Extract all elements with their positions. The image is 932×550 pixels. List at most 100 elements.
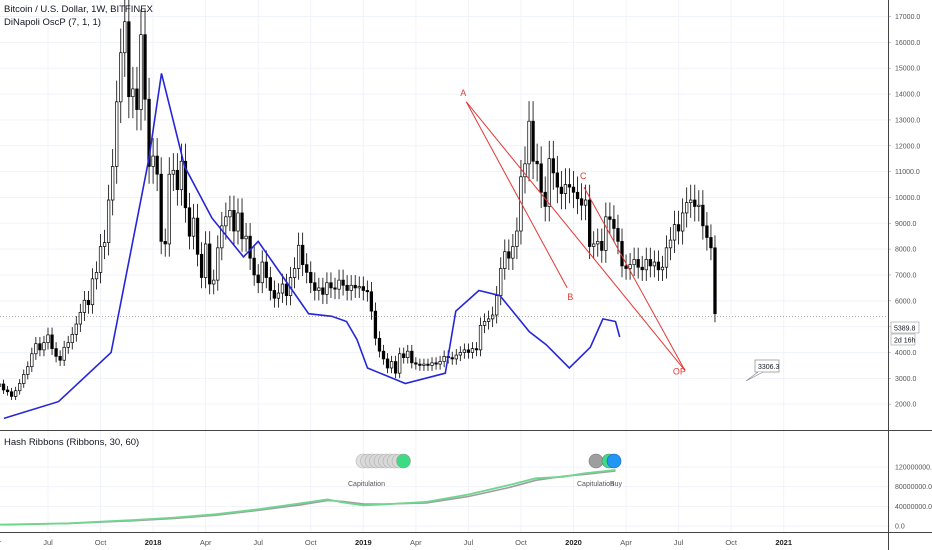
candle-body (329, 282, 333, 289)
candle-body (228, 210, 232, 218)
candle-body (596, 241, 600, 245)
candle-body (357, 286, 361, 289)
candle-body (9, 391, 14, 397)
candle-body (42, 342, 46, 351)
candle-body (575, 191, 580, 200)
candle-body (22, 374, 26, 384)
candle-body (98, 246, 103, 273)
candle-body (26, 366, 30, 375)
x-tick-label: Apr (0, 538, 2, 547)
candle-body (693, 199, 697, 207)
candle-body (296, 244, 301, 269)
candle-body (305, 264, 309, 273)
candle-body (208, 243, 212, 285)
candle-body (491, 314, 495, 320)
candle-body (252, 257, 256, 276)
candle-body (402, 353, 406, 358)
candle-body (454, 354, 458, 360)
candle-body (470, 348, 475, 353)
candle-body (410, 350, 414, 364)
capitulation-dot (588, 453, 604, 469)
candle-body (337, 279, 341, 290)
candle-body (567, 184, 572, 188)
y-tick-label: 0.0 (895, 524, 905, 531)
x-tick-label: Oct (515, 538, 528, 547)
y-tick-label: 14000.0 (895, 92, 920, 99)
y-tick-label: 7000.0 (895, 272, 917, 279)
candle-body (119, 52, 123, 103)
candle-body (167, 173, 171, 245)
candle-body (592, 243, 596, 247)
candle-body (127, 21, 131, 98)
pattern-label-op: OP (673, 366, 686, 376)
candle-body (123, 21, 127, 54)
candle-body (442, 356, 446, 362)
y-tick-label: 12000.0 (895, 143, 920, 150)
candle-body (511, 246, 515, 259)
candle-body (515, 230, 519, 247)
candlestick-series[interactable] (0, 0, 717, 429)
x-tick-label: Oct (725, 538, 738, 547)
x-tick-label: Apr (620, 538, 632, 547)
y-tick-label: 80000000.0 (895, 484, 932, 491)
lower-pane-title: Hash Ribbons (Ribbons, 30, 60) (4, 437, 140, 448)
candle-body (353, 284, 357, 289)
candle-body (30, 353, 34, 368)
candle-body (159, 173, 163, 242)
candle-body (632, 259, 636, 265)
candle-body (434, 362, 438, 365)
candle-body (482, 321, 487, 326)
candle-body (94, 272, 99, 280)
candle-body (478, 324, 483, 351)
candle-body (373, 310, 378, 339)
candle-body (426, 363, 430, 366)
candle-body (38, 343, 42, 351)
y-tick-label: 8000.0 (895, 247, 917, 254)
candle-body (608, 216, 612, 220)
candle-body (438, 361, 442, 365)
candle-body (280, 283, 285, 294)
candle-body (628, 264, 632, 269)
candle-body (559, 186, 564, 194)
candle-body (0, 383, 2, 387)
candle-body (398, 353, 402, 374)
abcd-pattern[interactable]: A B C OP (460, 88, 686, 377)
candle-body (600, 241, 604, 251)
y-tick-label: 16000.0 (895, 40, 920, 47)
candle-body (697, 204, 701, 207)
hash-ribbons-pane (0, 453, 622, 526)
candle-body (183, 160, 188, 209)
candle-body (709, 237, 713, 249)
y-tick-label: 3000.0 (895, 376, 917, 383)
candle-body (50, 334, 54, 349)
target-callout-pointer (745, 371, 764, 382)
candle-body (385, 358, 390, 369)
candle-body (248, 235, 252, 259)
candle-body (551, 158, 555, 174)
candle-body (268, 277, 272, 291)
candle-body (54, 348, 58, 357)
candle-body (365, 290, 369, 293)
candle-body (579, 198, 584, 206)
candle-body (70, 334, 74, 344)
candle-body (430, 362, 434, 366)
candle-body (689, 199, 693, 203)
candle-body (369, 291, 374, 312)
candle-body (612, 219, 616, 229)
candle-body (139, 34, 143, 110)
candle-body (377, 337, 382, 352)
dinapoli-oscillator (3, 73, 621, 420)
candle-body (664, 247, 669, 268)
candle-body (341, 279, 345, 286)
candle-body (672, 224, 677, 241)
candle-body (466, 349, 471, 353)
candle-body (236, 212, 240, 232)
y-tick-label: 4000.0 (895, 350, 917, 357)
candle-body (503, 251, 507, 269)
candle-body (46, 334, 50, 344)
pattern-leg-cop (583, 186, 686, 371)
candle-body (321, 287, 325, 295)
candle-body (58, 356, 62, 361)
candle-body (414, 362, 418, 365)
